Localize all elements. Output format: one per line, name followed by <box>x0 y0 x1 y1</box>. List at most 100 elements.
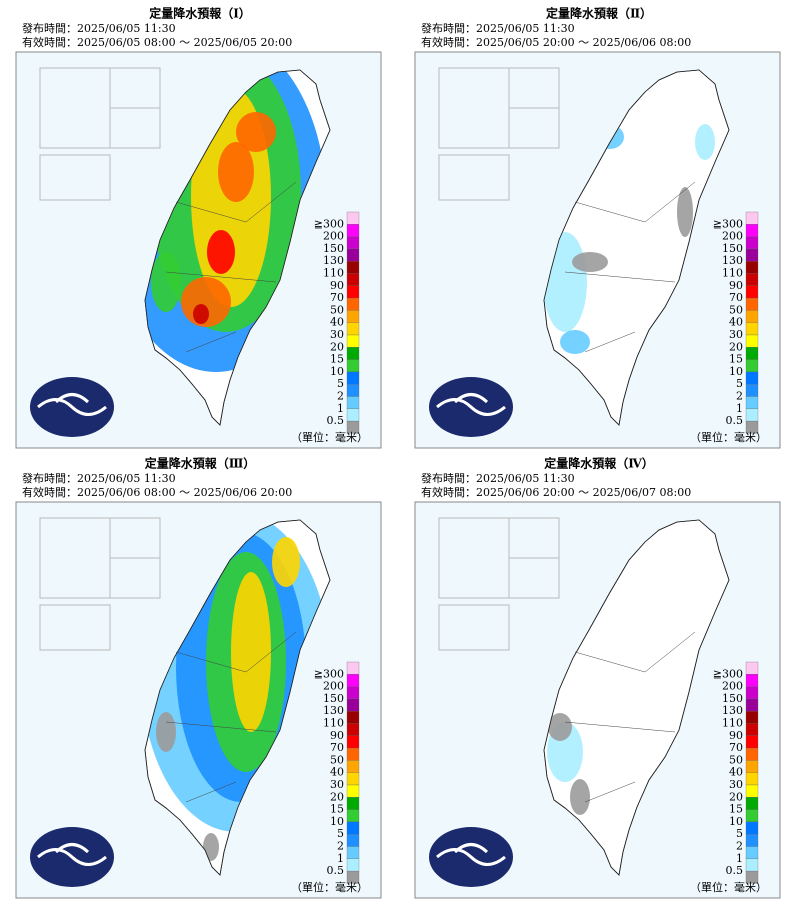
legend-swatch <box>745 273 759 286</box>
legend-label: 40 <box>729 766 743 779</box>
legend-label: 10 <box>330 365 344 378</box>
legend-label: 200 <box>323 230 344 243</box>
legend-swatch <box>745 821 759 835</box>
legend-label: 1 <box>337 402 344 415</box>
legend-swatch <box>745 322 759 336</box>
county-border <box>165 181 297 353</box>
legend-swatch <box>745 236 759 250</box>
rain-blob <box>151 252 181 312</box>
legend-swatch <box>346 211 360 225</box>
legend-swatch <box>745 285 759 299</box>
legend-swatch <box>745 347 759 360</box>
legend-swatch <box>346 371 360 385</box>
rain-blob <box>272 537 300 587</box>
logo-swirl <box>436 393 506 416</box>
rain-blob <box>236 112 276 152</box>
panel-title: 定量降水預報（Ⅱ） <box>546 6 652 21</box>
legend-swatch <box>346 248 360 262</box>
county-border <box>564 181 696 353</box>
legend-label: 0.5 <box>726 864 744 877</box>
legend-label: 70 <box>729 741 743 754</box>
legend-label: 110 <box>722 717 743 730</box>
unit-label: （單位：毫米） <box>291 430 368 444</box>
legend-swatch <box>346 711 360 724</box>
legend-label: 15 <box>330 353 344 366</box>
legend-swatch <box>745 760 759 773</box>
legend-label: ≧300 <box>713 667 743 680</box>
legend-swatch <box>745 834 759 847</box>
legend-swatch <box>346 384 360 397</box>
rain-blob <box>677 187 693 237</box>
legend-label: 15 <box>729 353 743 366</box>
legend-label: 2 <box>337 840 344 853</box>
issue-time: 發布時間：2025/06/05 11:30 <box>421 21 575 35</box>
legend-label: 20 <box>330 340 344 353</box>
legend-label: ≧300 <box>713 217 743 230</box>
rain-blob <box>548 713 572 741</box>
legend-swatch <box>346 772 360 786</box>
legend-label: 30 <box>729 328 743 341</box>
rain-blob <box>695 124 715 160</box>
legend-label: 10 <box>729 815 743 828</box>
issue-time: 發布時間：2025/06/05 11:30 <box>421 471 575 485</box>
legend-label: 110 <box>323 717 344 730</box>
legend-label: ≧300 <box>314 667 344 680</box>
legend-label: 50 <box>729 303 743 316</box>
legend-label: 70 <box>729 291 743 304</box>
legend-swatch <box>346 846 360 859</box>
legend-label: 2 <box>337 390 344 403</box>
legend-label: 90 <box>330 729 344 742</box>
legend-label: 110 <box>323 267 344 280</box>
legend-swatch <box>346 747 360 761</box>
rain-blob <box>231 572 271 732</box>
panel-title: 定量降水預報（Ⅰ） <box>149 6 251 21</box>
legend-label: 5 <box>736 827 743 840</box>
legend-label: 5 <box>337 827 344 840</box>
legend-label: 30 <box>330 778 344 791</box>
legend-swatch <box>346 420 360 434</box>
issue-time: 發布時間：2025/06/05 11:30 <box>22 471 176 485</box>
unit-label: （單位：毫米） <box>291 880 368 894</box>
inset-frame <box>438 604 510 651</box>
panel: 定量降水預報（Ⅰ）發布時間：2025/06/05 11:30有效時間：2025/… <box>15 6 382 449</box>
logo-swirl <box>37 393 107 416</box>
legend-swatch <box>745 858 759 872</box>
legend-swatch <box>745 711 759 724</box>
legend-label: 130 <box>722 704 743 717</box>
legend-label: 1 <box>337 852 344 865</box>
legend-label: 50 <box>729 753 743 766</box>
rain-blob <box>193 304 209 324</box>
logo-swirl <box>37 843 107 866</box>
legend-label: 1 <box>736 402 743 415</box>
legend-swatch <box>745 396 759 409</box>
legend-swatch <box>346 858 360 872</box>
legend-label: 70 <box>330 741 344 754</box>
legend-label: 2 <box>736 840 743 853</box>
legend-label: 5 <box>736 377 743 390</box>
legend-label: 30 <box>729 778 743 791</box>
legend-label: 150 <box>722 242 743 255</box>
panel: 定量降水預報（Ⅲ）發布時間：2025/06/05 11:30有效時間：2025/… <box>15 456 382 899</box>
legend-label: 10 <box>729 365 743 378</box>
legend-label: 30 <box>330 328 344 341</box>
legend-label: 50 <box>330 303 344 316</box>
inset-frame <box>438 154 510 201</box>
legend-swatch <box>745 211 759 225</box>
legend-swatch <box>346 322 360 336</box>
legend-swatch <box>346 285 360 299</box>
valid-time: 有效時間：2025/06/05 20:00 ～ 2025/06/06 08:00 <box>421 35 691 49</box>
rain-blob <box>156 712 176 752</box>
legend-label: 90 <box>729 729 743 742</box>
legend-label: 200 <box>722 680 743 693</box>
legend-swatch <box>745 797 759 810</box>
legend-label: 200 <box>323 680 344 693</box>
valid-time: 有效時間：2025/06/05 08:00 ～ 2025/06/05 20:00 <box>22 35 292 49</box>
legend-swatch <box>745 297 759 311</box>
county-border <box>165 631 297 803</box>
legend-label: 1 <box>736 852 743 865</box>
legend-swatch <box>346 821 360 835</box>
legend-label: 110 <box>722 267 743 280</box>
legend-swatch <box>745 310 759 323</box>
legend-swatch <box>346 297 360 311</box>
legend-swatch <box>745 870 759 884</box>
